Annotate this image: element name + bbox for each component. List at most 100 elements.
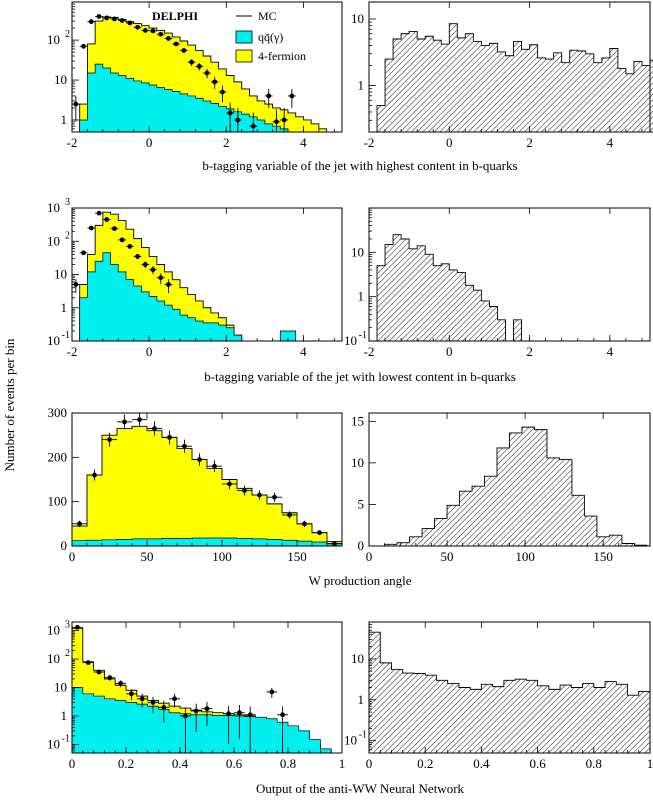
y-tick-label: 10 — [351, 244, 364, 259]
data-point — [196, 63, 202, 69]
y-tick-exponent: 2 — [65, 648, 70, 659]
data-point — [122, 419, 127, 425]
data-point — [237, 710, 242, 716]
data-point — [96, 669, 102, 675]
x-tick-label: 2 — [223, 344, 230, 359]
y-tick-label: 1 — [61, 708, 68, 723]
data-point — [127, 244, 133, 249]
data-point — [166, 36, 171, 41]
y-tick-label: 300 — [48, 405, 68, 420]
y-tick-label: 10 — [47, 623, 60, 638]
x-tick-label: 4 — [607, 344, 614, 359]
data-point — [92, 472, 97, 478]
y-tick-exponent: -1 — [62, 733, 70, 744]
data-point — [73, 282, 79, 287]
y-tick-label: 10 — [351, 455, 364, 470]
data-point — [161, 704, 167, 710]
panel-row3-right: 0 50 100 150 0 5 10 15 — [351, 412, 651, 564]
y-tick-label: 0 — [358, 538, 365, 553]
y-tick-label: 1 — [61, 300, 68, 315]
mc-histogram-total — [71, 425, 343, 547]
y-tick-label: 1 — [358, 78, 365, 93]
y-axis-label: Number of events per bin — [2, 338, 17, 471]
x-tick-label: -2 — [364, 135, 375, 150]
data-point — [182, 443, 187, 449]
data-point — [118, 680, 123, 686]
data-point — [85, 660, 91, 665]
data-point — [119, 237, 125, 243]
y-tick-label: 10 — [47, 233, 60, 248]
data-point — [150, 267, 156, 273]
data-point — [227, 110, 233, 116]
data-point — [135, 24, 140, 30]
data-point — [269, 689, 275, 695]
legend-title: DELPHI — [152, 9, 198, 23]
x-tick-label: 150 — [287, 549, 307, 564]
data-point — [274, 119, 279, 125]
data-point — [158, 31, 164, 37]
data-point — [139, 696, 145, 702]
data-point — [212, 79, 218, 85]
x-tick-label: 0.4 — [172, 756, 189, 771]
x-tick-label: 0.6 — [529, 756, 546, 771]
data-point — [96, 14, 102, 19]
y-tick-exponent: 2 — [65, 29, 70, 40]
data-point — [189, 59, 194, 65]
legend-entry-mc: MC — [258, 9, 277, 23]
y-tick-label: 10 — [47, 736, 60, 751]
x-axis-label-row3: W production angle — [308, 573, 411, 588]
plot-frame — [368, 207, 651, 342]
x-tick-label: 2 — [526, 344, 533, 359]
data-point — [172, 696, 178, 702]
x-tick-label: 0 — [446, 135, 453, 150]
data-point — [280, 712, 285, 718]
data-point — [204, 706, 210, 712]
x-tick-label: -2 — [67, 135, 78, 150]
x-tick-label: 0.6 — [226, 756, 243, 771]
x-tick-label: 0.8 — [586, 756, 602, 771]
panel-row3-left: 0 50 100 150 0 100 200 300 — [48, 405, 343, 564]
data-point — [119, 18, 125, 23]
x-tick-label: 0.8 — [280, 756, 296, 771]
signal-histogram — [376, 234, 530, 342]
qq-histogram — [72, 63, 342, 133]
y-tick-label: 10 — [54, 72, 67, 87]
y-tick-label: 10 — [47, 200, 60, 215]
x-tick-label: 4 — [300, 135, 307, 150]
x-tick-label: 1 — [339, 756, 346, 771]
y-tick-label: 1 — [358, 692, 365, 707]
data-point — [247, 712, 253, 718]
x-tick-label: 0 — [366, 549, 373, 564]
x-tick-label: 0 — [69, 549, 76, 564]
y-tick-label: 15 — [351, 413, 364, 428]
x-tick-label: 150 — [593, 549, 613, 564]
data-point — [75, 624, 80, 630]
data-point — [197, 457, 202, 462]
y-tick-label: 10 — [351, 11, 364, 26]
y-tick-label: 0 — [61, 538, 68, 553]
data-point — [272, 494, 277, 500]
data-point — [107, 437, 112, 442]
x-tick-label: 0 — [146, 135, 153, 150]
data-point — [150, 699, 156, 705]
signal-histogram — [368, 631, 651, 754]
data-point — [150, 28, 156, 34]
data-point — [166, 282, 171, 287]
data-point — [112, 16, 117, 22]
y-tick-label: 100 — [48, 494, 68, 509]
y-tick-exponent: 2 — [65, 230, 70, 241]
x-tick-label: 0.2 — [417, 756, 433, 771]
x-tick-label: 0.2 — [118, 756, 134, 771]
plot-frame — [71, 1, 343, 133]
panel-row1-left: -2 0 2 4 1 10 10 2 — [47, 1, 343, 150]
data-point — [81, 250, 86, 256]
data-point — [257, 492, 262, 498]
data-point — [127, 20, 133, 26]
x-tick-label: 4 — [300, 344, 307, 359]
y-tick-label: 10 — [54, 680, 67, 695]
data-point — [302, 521, 307, 527]
